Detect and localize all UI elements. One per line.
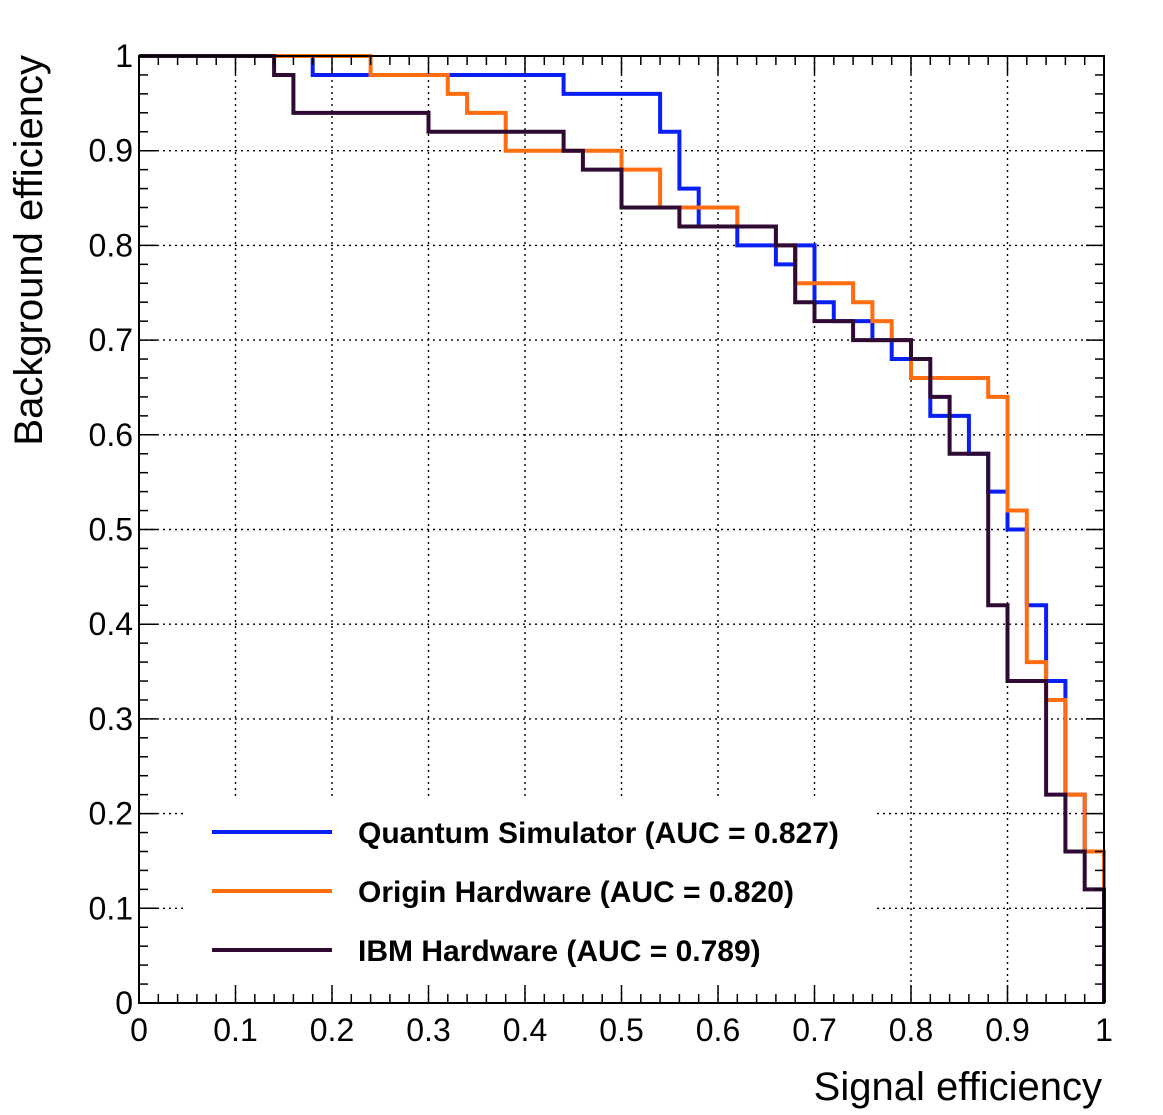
y-tick-label: 0.1 — [89, 890, 133, 926]
y-tick-label: 0.5 — [89, 512, 133, 548]
y-axis-ticks: 0 0.1 0.2 0.3 0.4 0.5 0.6 0.7 0.8 0.9 1 — [89, 38, 1104, 1021]
y-tick-label: 0 — [115, 985, 133, 1021]
legend: Quantum Simulator (AUC = 0.827) Origin Ha… — [212, 817, 839, 968]
y-tick-label: 0.6 — [89, 417, 133, 453]
y-tick-label: 0.7 — [89, 322, 133, 358]
x-axis-ticks: 0 0.1 0.2 0.3 0.4 0.5 0.6 0.7 0.8 0.9 1 — [130, 56, 1113, 1048]
y-tick-label: 0.9 — [89, 133, 133, 169]
y-tick-label: 0.8 — [89, 227, 133, 263]
series-line-3 — [139, 54, 1106, 1003]
x-tick-label: 1 — [1095, 1012, 1113, 1048]
y-tick-label: 0.2 — [89, 796, 133, 832]
x-tick-label: 0.1 — [213, 1012, 257, 1048]
x-tick-label: 0.8 — [889, 1012, 933, 1048]
y-tick-label: 0.4 — [89, 606, 133, 642]
y-tick-label: 1 — [115, 38, 133, 74]
grid-lines — [139, 56, 1104, 1003]
series-line-2 — [139, 54, 1106, 1003]
x-axis-title: Signal efficiency — [814, 1065, 1102, 1109]
legend-label-1: Quantum Simulator (AUC = 0.827) — [358, 817, 839, 850]
legend-label-2: Origin Hardware (AUC = 0.820) — [358, 876, 794, 909]
y-tick-label: 0.3 — [89, 701, 133, 737]
x-tick-label: 0.7 — [792, 1012, 836, 1048]
x-tick-label: 0.2 — [310, 1012, 354, 1048]
x-tick-label: 0 — [130, 1012, 148, 1048]
series-lines — [139, 54, 1106, 1003]
x-tick-label: 0.3 — [406, 1012, 450, 1048]
y-axis-title: Background efficiency — [7, 55, 51, 446]
x-tick-label: 0.9 — [985, 1012, 1029, 1048]
legend-label-3: IBM Hardware (AUC = 0.789) — [358, 935, 761, 968]
x-tick-label: 0.4 — [503, 1012, 547, 1048]
x-tick-label: 0.5 — [599, 1012, 643, 1048]
x-tick-label: 0.6 — [696, 1012, 740, 1048]
